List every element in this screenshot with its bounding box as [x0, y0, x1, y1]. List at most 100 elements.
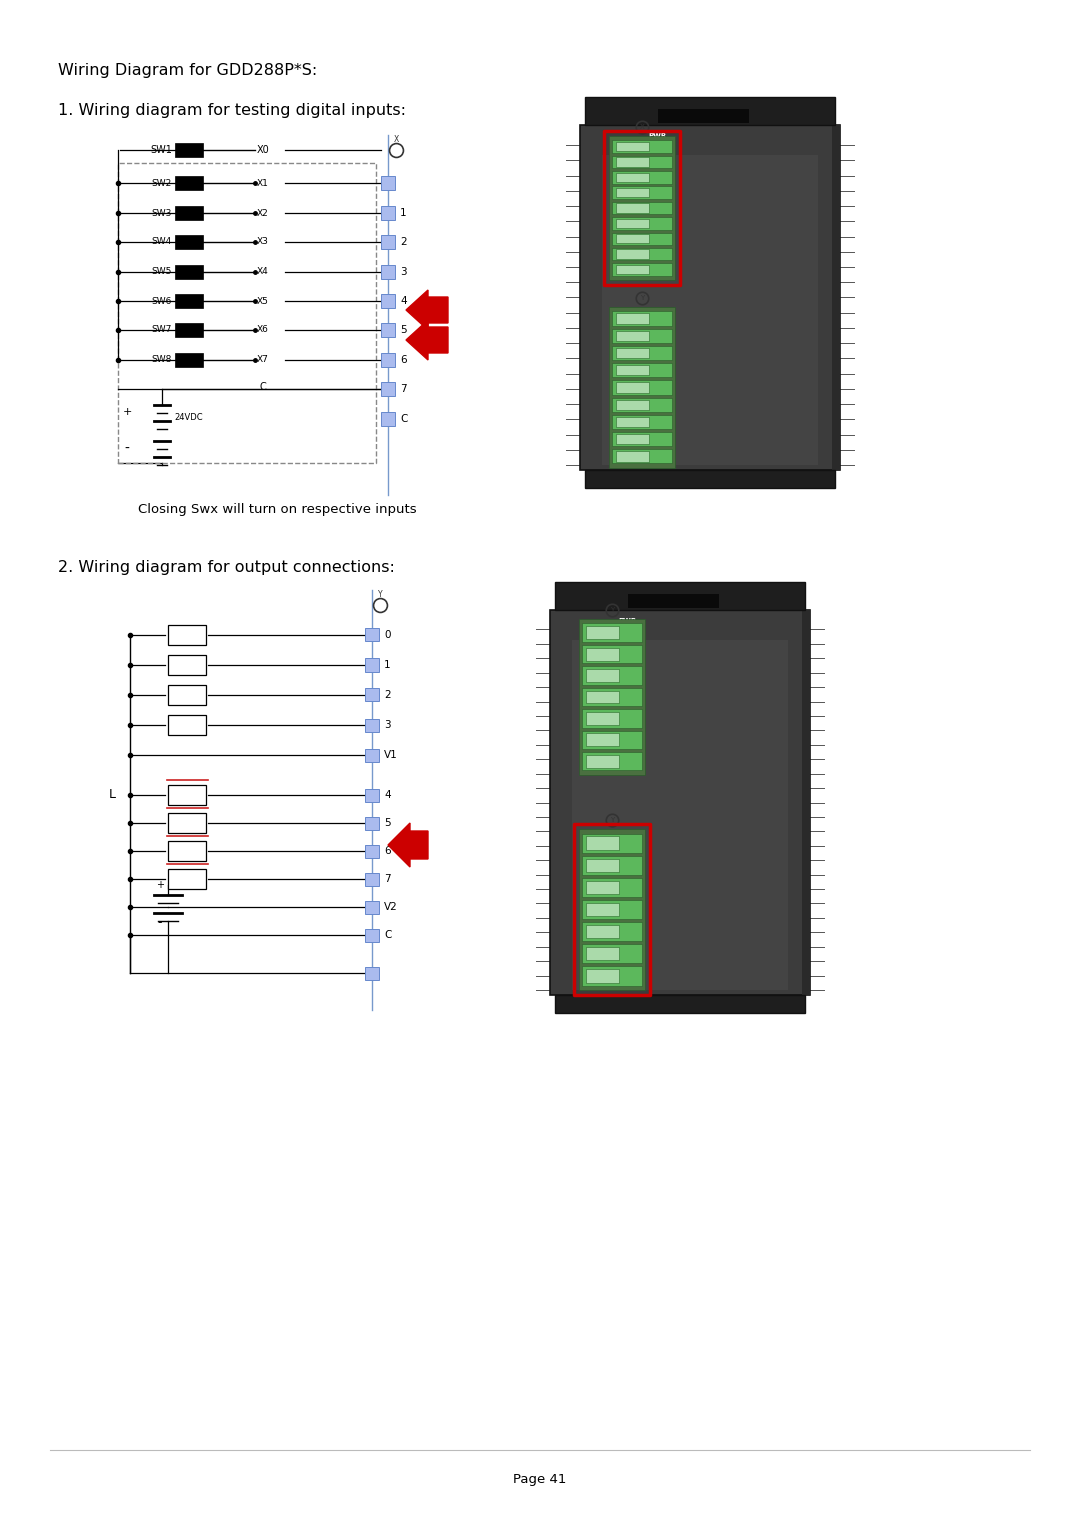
Bar [365, 900, 379, 913]
Bar [616, 250, 649, 259]
Bar [582, 967, 642, 985]
Text: 5: 5 [400, 325, 407, 336]
Bar [381, 206, 395, 220]
Bar [616, 218, 649, 227]
Text: X6: X6 [257, 325, 269, 334]
Bar [586, 627, 619, 639]
Bar [365, 816, 379, 830]
Text: 1: 1 [400, 207, 407, 218]
Bar [168, 656, 206, 676]
Bar [582, 900, 642, 920]
Text: PWR: PWR [648, 133, 666, 139]
Bar [616, 142, 649, 151]
Text: +: + [156, 880, 164, 891]
Bar [586, 836, 619, 849]
Bar [612, 450, 672, 464]
Bar [175, 294, 203, 308]
Bar [365, 872, 379, 886]
Bar [586, 970, 619, 982]
Text: SW5: SW5 [151, 267, 172, 276]
Text: V2: V2 [384, 901, 397, 912]
Text: X5: X5 [257, 296, 269, 305]
Bar [582, 666, 642, 685]
Bar [612, 156, 672, 168]
Text: SW4: SW4 [152, 238, 172, 247]
Text: SW8: SW8 [151, 355, 172, 364]
Bar [612, 232, 672, 246]
Text: 4: 4 [400, 296, 407, 307]
Text: 1: 1 [384, 660, 391, 669]
Text: Y: Y [378, 590, 382, 598]
Bar [365, 688, 379, 702]
Bar [582, 834, 642, 852]
Text: 2. Wiring diagram for output connections:: 2. Wiring diagram for output connections… [58, 560, 395, 575]
Bar [381, 323, 395, 337]
Text: V1: V1 [384, 750, 397, 759]
Bar [365, 845, 379, 857]
Bar [381, 412, 395, 425]
Text: 3: 3 [400, 267, 407, 278]
Text: Page 41: Page 41 [513, 1473, 567, 1487]
Bar [582, 944, 642, 964]
Text: SW7: SW7 [151, 325, 172, 334]
Bar [616, 348, 649, 358]
Text: +: + [122, 407, 132, 416]
Bar [616, 400, 649, 410]
Text: 24VDC: 24VDC [174, 412, 203, 421]
Bar [586, 669, 619, 682]
Bar [580, 125, 840, 470]
Bar [616, 314, 649, 323]
Bar [555, 994, 805, 1013]
Bar [586, 734, 619, 746]
Bar [585, 470, 835, 488]
Bar [573, 824, 650, 994]
Bar [365, 967, 379, 979]
Bar [582, 856, 642, 875]
Bar [802, 610, 810, 994]
Bar [616, 435, 649, 444]
Bar [582, 645, 642, 663]
Bar [579, 830, 645, 990]
Bar [168, 715, 206, 735]
Bar [365, 659, 379, 671]
Bar [381, 294, 395, 308]
Bar [582, 923, 642, 941]
Bar [168, 625, 206, 645]
Bar [612, 415, 672, 429]
Text: -: - [124, 442, 130, 456]
Text: PWR: PWR [618, 618, 636, 624]
Text: 2: 2 [400, 236, 407, 247]
Bar [604, 131, 680, 285]
Text: X0: X0 [257, 145, 270, 156]
Bar [627, 595, 719, 608]
Bar [365, 628, 379, 642]
Bar [612, 264, 672, 276]
Bar [175, 352, 203, 368]
Text: 6: 6 [400, 355, 407, 364]
Bar [381, 354, 395, 366]
Bar [616, 331, 649, 342]
Bar [616, 383, 649, 392]
Bar [616, 233, 649, 244]
Bar [616, 451, 649, 462]
Bar [609, 307, 675, 468]
Bar [616, 157, 649, 166]
Bar [582, 624, 642, 642]
Text: SW2: SW2 [152, 178, 172, 188]
Bar [555, 583, 805, 610]
Text: X3: X3 [257, 238, 269, 247]
Bar [612, 171, 672, 183]
Bar [381, 235, 395, 249]
Bar [168, 869, 206, 889]
Bar [381, 177, 395, 189]
Bar [586, 712, 619, 724]
Bar [381, 265, 395, 279]
Bar [586, 926, 619, 938]
Bar [586, 903, 619, 917]
Bar [612, 363, 672, 377]
Text: SW1: SW1 [150, 145, 172, 156]
Text: 6: 6 [384, 846, 391, 856]
Bar [579, 619, 645, 775]
FancyArrow shape [406, 320, 448, 360]
Text: X1: X1 [257, 178, 269, 188]
